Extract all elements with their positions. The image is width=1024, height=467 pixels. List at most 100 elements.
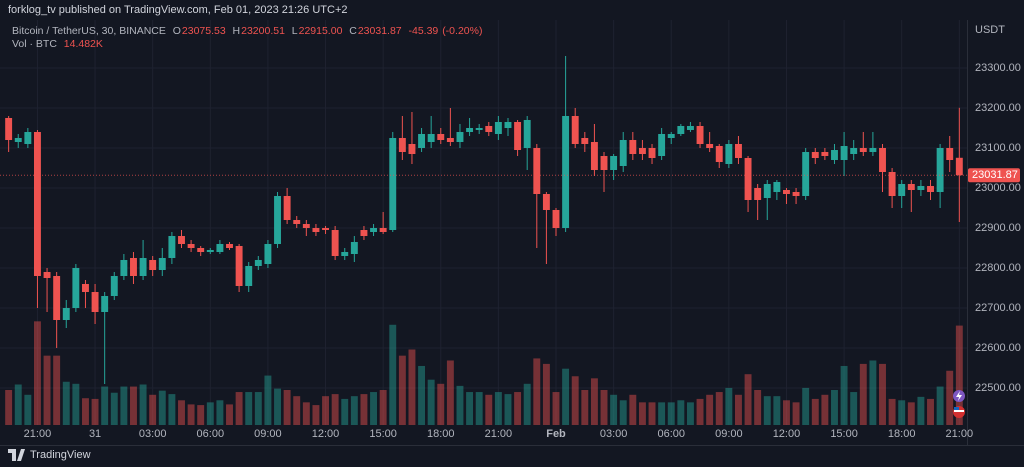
lightning-glyph — [956, 391, 962, 401]
candle-body — [783, 190, 790, 194]
candle-body — [206, 250, 214, 252]
volume-bar — [398, 355, 406, 425]
candle-body — [715, 146, 723, 162]
candle-body — [773, 182, 781, 192]
candle-body — [370, 228, 378, 232]
h-value: 23200.51 — [241, 25, 285, 37]
volume-bar — [379, 389, 387, 425]
candle-body — [168, 236, 176, 258]
candle-body — [187, 244, 195, 248]
candle-body — [398, 138, 406, 152]
brand: TradingView — [30, 449, 91, 461]
volume-bar — [734, 394, 742, 425]
change: -45.39 — [408, 25, 439, 37]
candle-body — [859, 148, 867, 152]
candle-body — [590, 142, 598, 170]
candle-body — [158, 258, 166, 270]
volume-bar — [629, 394, 637, 425]
x-tick-label: 31 — [89, 428, 101, 440]
candle-body — [408, 144, 416, 154]
y-tick-label: 23000.00 — [975, 182, 1021, 194]
volume-bar — [216, 400, 224, 425]
l-label: L — [291, 25, 298, 37]
y-tick-label: 22500.00 — [975, 382, 1021, 394]
volume-bar — [571, 376, 579, 425]
candle-body — [14, 138, 22, 142]
volume-bar — [811, 398, 819, 425]
candle-body — [350, 242, 358, 254]
h-label: H — [232, 25, 241, 37]
event-icons — [953, 390, 965, 418]
volume-bar — [955, 325, 963, 425]
volume-bar — [437, 383, 445, 425]
candle-body — [907, 184, 915, 190]
x-tick-label: 21:00 — [485, 428, 513, 440]
x-tick-label: 03:00 — [139, 428, 167, 440]
y-tick-label: 22700.00 — [975, 302, 1021, 314]
volume-bar — [552, 392, 560, 425]
volume-bar — [888, 398, 896, 425]
x-tick-label: 06:00 — [197, 428, 225, 440]
candle-body — [658, 134, 666, 156]
volume-bar — [72, 383, 80, 425]
volume-bar — [5, 389, 13, 425]
volume-bar — [168, 394, 176, 425]
volume-bar — [82, 398, 89, 425]
candle-body — [677, 126, 685, 134]
volume-bar — [879, 363, 886, 425]
y-tick-label: 23300.00 — [975, 62, 1021, 74]
volume-bar — [350, 396, 358, 425]
header-bar — [0, 0, 1024, 20]
candle-body — [850, 148, 858, 154]
candle-body — [504, 122, 512, 128]
volume-bar — [648, 402, 656, 425]
candle-body — [427, 134, 435, 142]
candle-body — [418, 134, 426, 148]
volume-bar — [821, 394, 829, 425]
volume-bar — [840, 365, 848, 425]
candle-body — [514, 122, 522, 150]
volume-bar — [302, 402, 310, 425]
candle-body — [235, 246, 243, 286]
volume-bar — [360, 394, 368, 425]
volume-bar — [24, 394, 32, 425]
volume-bar — [446, 360, 454, 425]
candle-body — [379, 228, 387, 232]
candle-body — [696, 126, 704, 144]
candle-body — [312, 228, 320, 232]
volume-bar — [686, 402, 694, 425]
candle-body — [879, 148, 886, 172]
volume-bar — [610, 394, 618, 425]
volume-bar — [936, 386, 944, 425]
volume-bar — [907, 402, 915, 425]
volume-bar — [715, 392, 723, 425]
candle-body — [600, 156, 608, 170]
volume-bar — [494, 392, 502, 425]
currency-label: USDT — [975, 24, 1005, 36]
volume-bar — [831, 389, 838, 425]
o-value: 23075.53 — [181, 25, 226, 37]
volume-bar — [331, 394, 339, 425]
volume-bar — [53, 355, 61, 425]
x-tick-label: 18:00 — [427, 428, 455, 440]
x-tick-label: 21:00 — [946, 428, 974, 440]
x-tick-label: 15:00 — [830, 428, 858, 440]
volume-bar — [898, 400, 906, 425]
y-tick-label: 23100.00 — [975, 142, 1021, 154]
candle-body — [274, 196, 281, 244]
x-tick-label: 21:00 — [24, 428, 52, 440]
volume-bar — [485, 394, 493, 425]
candle-body — [610, 156, 618, 170]
volume-bar — [859, 363, 867, 425]
brand-logo — [8, 449, 25, 461]
volume-bar — [590, 378, 598, 425]
symbol: Bitcoin / TetherUS, 30, BINANCE — [12, 25, 166, 37]
flag-stripe — [954, 410, 964, 412]
candle-body — [302, 224, 310, 228]
volume-bar — [254, 392, 262, 425]
c-value: 23031.87 — [357, 25, 402, 37]
volume-bar — [139, 384, 147, 425]
candle-body — [725, 144, 733, 164]
volume-bar — [562, 368, 570, 425]
candle-body — [562, 116, 570, 228]
